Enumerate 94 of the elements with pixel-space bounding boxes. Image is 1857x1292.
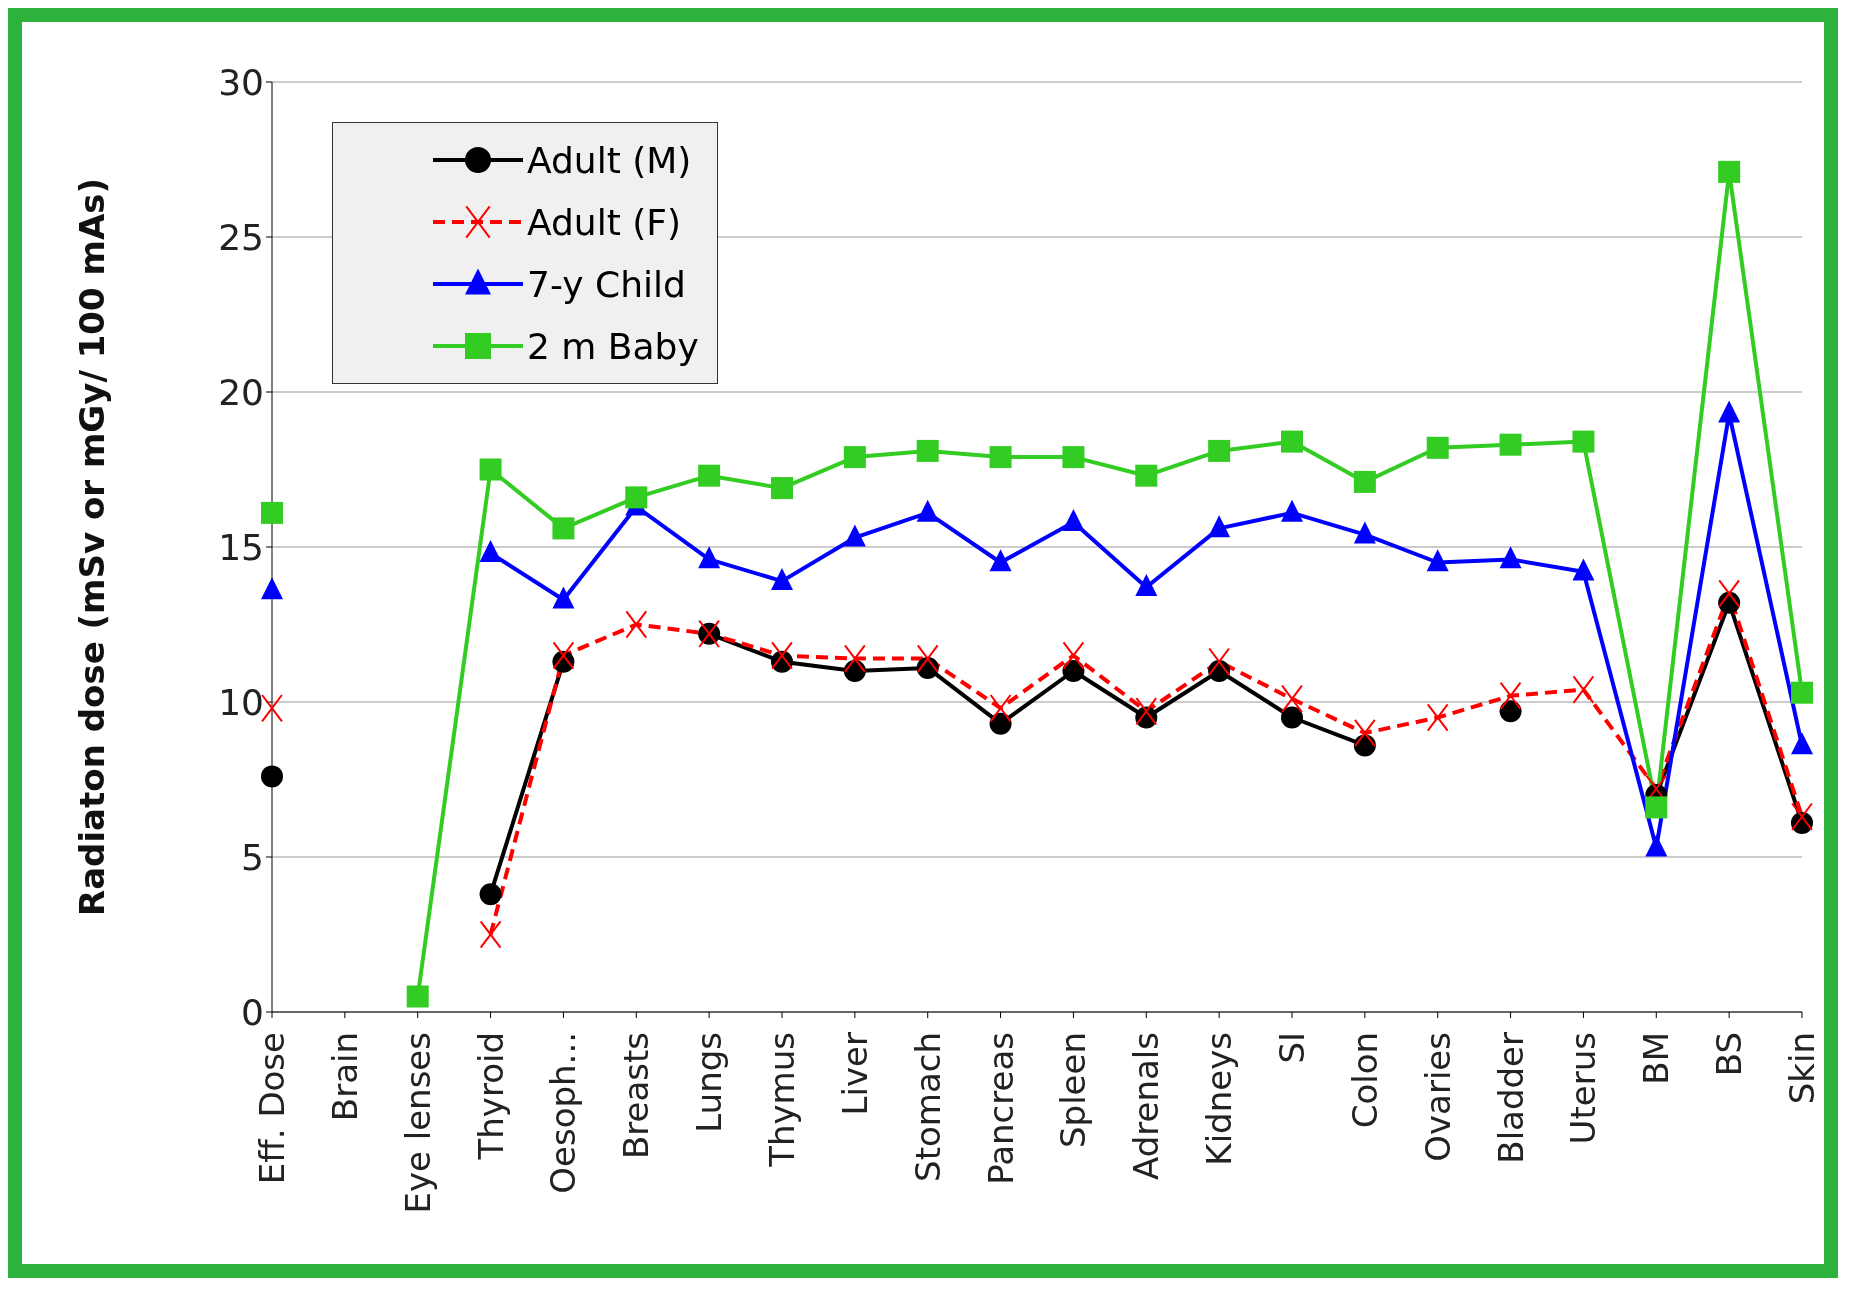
x-tick-label: Breasts (616, 1032, 657, 1160)
point (1135, 697, 1158, 726)
point (1572, 558, 1595, 581)
y-tick-label: 25 (218, 216, 264, 258)
point (261, 577, 283, 600)
point (552, 586, 575, 609)
x-tick-label: Thymus (762, 1032, 802, 1168)
point (1791, 802, 1813, 831)
point (479, 540, 502, 562)
point (1208, 647, 1231, 676)
point (989, 694, 1012, 723)
point (916, 439, 939, 462)
point (843, 446, 866, 469)
point (1499, 681, 1522, 710)
x-tick-label: Eye lenses (397, 1032, 438, 1214)
point (1281, 499, 1303, 522)
point (1718, 400, 1741, 423)
x-tick-label: Thyroid (470, 1032, 511, 1161)
y-tick-label: 20 (218, 371, 264, 413)
point (1135, 574, 1158, 597)
x-tick-label: BM (1636, 1032, 1677, 1085)
point (1718, 579, 1741, 608)
point (261, 765, 283, 788)
point (552, 517, 575, 540)
point (1353, 718, 1376, 748)
point (1281, 706, 1303, 729)
legend-label: Adult (M) (527, 139, 692, 181)
x-tick-label: Adrenals (1126, 1032, 1167, 1180)
point (989, 549, 1012, 572)
point (1791, 681, 1813, 704)
point (1208, 439, 1231, 462)
point (1135, 464, 1158, 487)
point (1791, 732, 1813, 755)
x-tick-label: SI (1272, 1032, 1312, 1064)
point (479, 458, 502, 481)
y-tick-label: 15 (218, 526, 264, 568)
point (1062, 641, 1085, 670)
x-tick-label: Uterus (1563, 1032, 1604, 1145)
x-tick-label: Colon (1344, 1032, 1385, 1129)
legend-label: 7-y Child (527, 263, 686, 305)
point (261, 694, 283, 723)
point (698, 464, 721, 487)
y-tick-label: 10 (218, 681, 264, 723)
point (1499, 546, 1522, 569)
point (1281, 430, 1303, 453)
point (1645, 796, 1668, 819)
point (1426, 436, 1449, 459)
point (552, 641, 575, 670)
point (771, 641, 793, 670)
point (1281, 684, 1303, 714)
point (916, 644, 939, 673)
point (1572, 430, 1595, 453)
x-tick-label: BS (1709, 1032, 1750, 1077)
point (1062, 509, 1085, 531)
point (1718, 160, 1741, 183)
point (916, 499, 939, 522)
y-tick-label: 30 (218, 61, 264, 103)
point (261, 501, 283, 524)
point (1426, 549, 1449, 572)
point (625, 486, 648, 509)
y-tick-label: 5 (241, 836, 264, 878)
y-axis-title: Radiaton dose (mSv or mGy/ 100 mAs) (72, 177, 113, 917)
point (1426, 703, 1449, 732)
x-tick-label: Pancreas (980, 1032, 1021, 1185)
point (1499, 433, 1522, 456)
point (1353, 470, 1376, 493)
point (1572, 675, 1595, 704)
x-tick-label: Stomach (907, 1032, 948, 1182)
x-tick-label: Ovaries (1417, 1032, 1458, 1162)
x-tick-label: Spleen (1053, 1032, 1094, 1148)
point (843, 644, 866, 673)
legend-label: 2 m Baby (527, 325, 699, 367)
x-tick-label: Oesoph... (543, 1032, 584, 1194)
x-tick-label: Eff. Dose (252, 1032, 292, 1185)
legend-label: Adult (F) (527, 201, 682, 243)
point (771, 567, 793, 590)
x-tick-label: Bladder (1490, 1031, 1531, 1164)
x-tick-label: Liver (834, 1031, 875, 1116)
x-tick-label: Skin (1782, 1032, 1822, 1105)
point (771, 477, 793, 500)
point (1353, 521, 1376, 544)
point (1208, 515, 1231, 538)
x-tick-label: Lungs (689, 1032, 730, 1133)
point (698, 546, 721, 569)
point (1062, 446, 1085, 469)
x-tick-label: Brain (324, 1032, 365, 1122)
point (406, 985, 429, 1008)
point (479, 920, 502, 949)
y-tick-label: 0 (241, 991, 264, 1033)
point (989, 446, 1012, 469)
point (479, 883, 502, 906)
point (625, 610, 648, 639)
point (843, 524, 866, 547)
x-tick-label: Kidneys (1199, 1032, 1240, 1166)
